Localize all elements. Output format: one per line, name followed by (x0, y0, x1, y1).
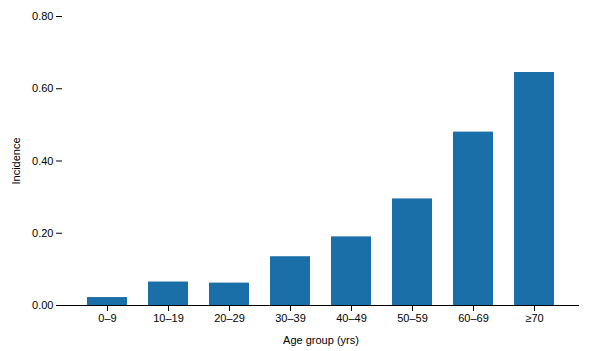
svg-text:60–69: 60–69 (458, 312, 489, 324)
svg-text:0–9: 0–9 (98, 312, 116, 324)
svg-text:40–49: 40–49 (336, 312, 367, 324)
svg-text:30–39: 30–39 (275, 312, 306, 324)
svg-text:0.00: 0.00 (32, 299, 53, 311)
svg-text:0.80: 0.80 (32, 10, 53, 22)
svg-text:Age group (yrs): Age group (yrs) (283, 334, 359, 346)
svg-text:10–19: 10–19 (153, 312, 184, 324)
svg-text:0.60: 0.60 (32, 82, 53, 94)
svg-text:Incidence: Incidence (10, 137, 22, 184)
svg-text:50–59: 50–59 (397, 312, 428, 324)
svg-text:20–29: 20–29 (214, 312, 245, 324)
svg-text:0.20: 0.20 (32, 227, 53, 239)
svg-text:0.40: 0.40 (32, 155, 53, 167)
svg-text:≥70: ≥70 (525, 312, 543, 324)
